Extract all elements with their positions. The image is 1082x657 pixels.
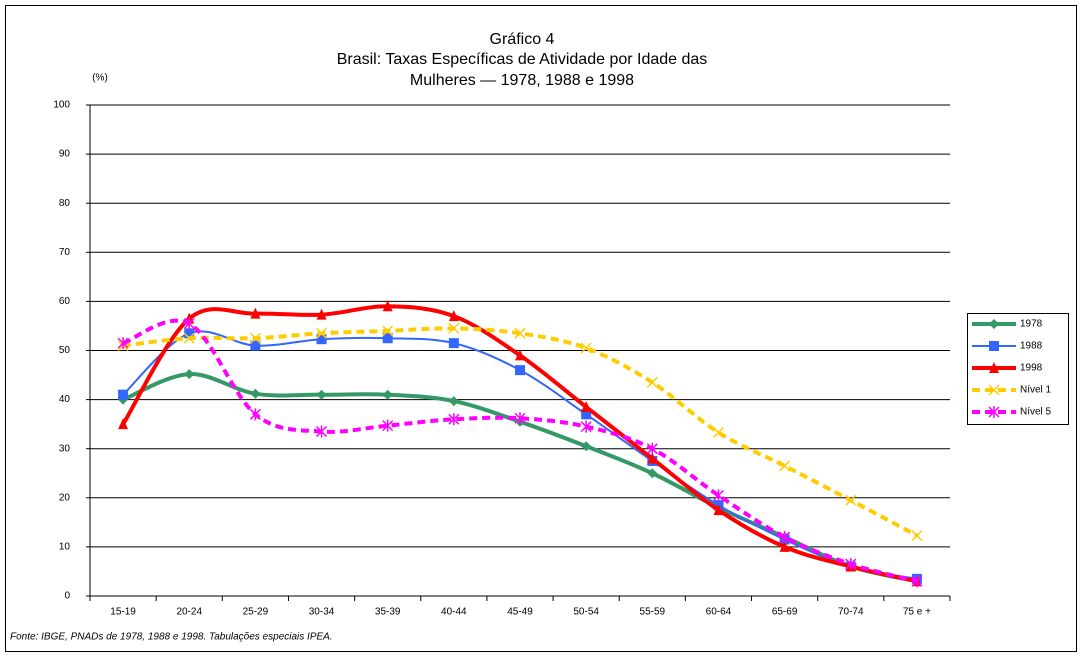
y-tick-label: 0 (64, 591, 70, 602)
x-tick-label: 45-49 (507, 607, 533, 618)
marker (779, 460, 791, 472)
x-tick-label: 20-24 (176, 607, 202, 618)
y-tick-label: 70 (59, 247, 71, 258)
marker (581, 400, 592, 412)
x-tick-label: 25-29 (243, 607, 269, 618)
marker (316, 327, 328, 339)
marker (249, 332, 261, 344)
y-tick-label: 30 (59, 443, 71, 454)
y-tick-label: 50 (59, 345, 71, 356)
marker (989, 341, 999, 351)
marker (183, 317, 195, 330)
legend-label: Nível 5 (1020, 407, 1052, 418)
chart-frame (5, 5, 1077, 652)
x-tick-label: 70-74 (838, 607, 864, 618)
marker (184, 328, 195, 339)
x-tick-label: 50-54 (573, 607, 599, 618)
marker (845, 558, 857, 571)
marker (250, 340, 261, 351)
marker (448, 322, 460, 334)
marker (382, 300, 393, 312)
marker (118, 389, 129, 400)
y-tick-label: 60 (59, 296, 71, 307)
marker (448, 396, 459, 407)
marker (514, 412, 526, 425)
chart-title: Gráfico 4 (490, 31, 555, 48)
chart-title: Mulheres — 1978, 1988 e 1998 (410, 72, 634, 89)
marker (581, 441, 592, 452)
legend-label: 1978 (1020, 319, 1043, 330)
legend-label: Nível 1 (1020, 385, 1052, 396)
y-tick-label: 80 (59, 198, 71, 209)
x-tick-label: 65-69 (772, 607, 798, 618)
marker (316, 308, 327, 320)
y-axis-label: (%) (92, 73, 108, 84)
marker (989, 319, 999, 329)
marker (580, 420, 592, 433)
marker (713, 504, 724, 516)
marker (382, 419, 394, 432)
marker (117, 337, 129, 350)
marker (646, 442, 658, 455)
marker (580, 342, 592, 354)
y-tick-label: 10 (59, 542, 71, 553)
y-tick-label: 20 (59, 492, 71, 503)
marker (448, 310, 459, 322)
marker (514, 327, 526, 339)
marker (515, 365, 525, 376)
x-tick-label: 35-39 (375, 607, 401, 618)
marker (647, 468, 658, 479)
marker (911, 530, 923, 542)
marker (183, 332, 195, 344)
marker (988, 406, 1000, 418)
marker (316, 334, 327, 345)
marker (448, 338, 459, 349)
marker (316, 425, 328, 438)
marker (988, 384, 1000, 396)
marker (250, 307, 261, 319)
marker (382, 325, 394, 337)
x-tick-label: 30-34 (309, 607, 335, 618)
marker (712, 489, 724, 502)
legend-label: 1998 (1020, 363, 1043, 374)
marker (316, 389, 327, 400)
marker (712, 426, 724, 439)
x-tick-label: 60-64 (706, 607, 732, 618)
x-tick-label: 15-19 (110, 607, 136, 618)
marker (515, 349, 525, 361)
y-tick-label: 40 (59, 394, 71, 405)
marker (382, 333, 393, 344)
marker (382, 389, 393, 400)
marker (647, 452, 658, 464)
x-tick-label: 40-44 (441, 607, 467, 618)
legend-label: 1988 (1020, 341, 1043, 352)
marker (118, 418, 129, 430)
marker (989, 362, 999, 373)
marker (845, 494, 857, 506)
marker (184, 369, 195, 380)
marker (250, 388, 261, 399)
marker (581, 409, 592, 420)
y-tick-label: 90 (59, 149, 71, 160)
marker (249, 408, 261, 421)
marker (448, 413, 460, 426)
x-tick-label: 75 e + (903, 607, 931, 618)
chart-title: Brasil: Taxas Específicas de Atividade p… (337, 51, 708, 68)
marker (779, 531, 791, 544)
source-note: Fonte: IBGE, PNADs de 1978, 1988 e 1998.… (10, 632, 333, 643)
marker (646, 376, 658, 388)
marker (779, 540, 790, 552)
marker (911, 575, 923, 588)
x-tick-label: 55-59 (640, 607, 666, 618)
y-tick-label: 100 (53, 100, 70, 111)
